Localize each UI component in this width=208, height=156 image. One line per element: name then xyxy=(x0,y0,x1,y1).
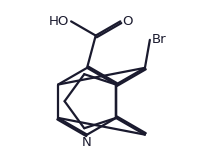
Text: O: O xyxy=(122,15,132,28)
Text: Br: Br xyxy=(151,33,166,46)
Text: HO: HO xyxy=(48,15,69,28)
Text: N: N xyxy=(82,136,92,149)
